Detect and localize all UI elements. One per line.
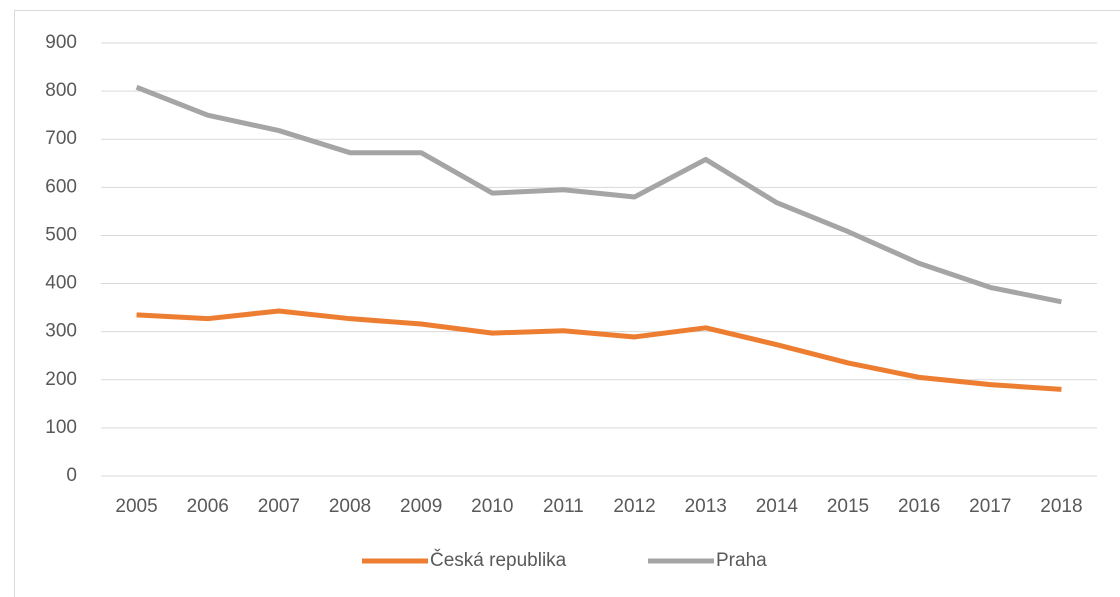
y-tick-label: 900	[45, 32, 77, 53]
chart-border	[14, 10, 1120, 597]
y-tick-label: 300	[45, 321, 77, 342]
y-tick-label: 100	[45, 417, 77, 438]
y-tick-label: 600	[45, 176, 77, 197]
x-tick-label: 2012	[613, 496, 655, 517]
x-tick-label: 2009	[400, 496, 442, 517]
x-tick-label: 2010	[471, 496, 513, 517]
x-tick-label: 2017	[969, 496, 1011, 517]
x-tick-label: 2006	[187, 496, 229, 517]
series-line	[135, 84, 1062, 305]
y-tick-label: 400	[45, 273, 77, 294]
y-tick-label: 700	[45, 128, 77, 149]
y-tick-label: 500	[45, 224, 77, 245]
y-tick-label: 0	[66, 465, 77, 486]
x-tick-label: 2018	[1040, 496, 1082, 517]
x-tick-label: 2014	[756, 496, 799, 517]
x-tick-label: 2007	[258, 496, 300, 517]
x-tick-label: 2015	[827, 496, 869, 517]
x-tick-label: 2011	[543, 496, 584, 517]
x-tick-label: 2013	[685, 496, 727, 517]
y-tick-label: 800	[45, 80, 77, 101]
x-tick-label: 2005	[115, 496, 157, 517]
series-line	[136, 308, 1062, 392]
y-tick-label: 200	[45, 369, 77, 390]
legend-label: Česká republika	[430, 549, 567, 571]
legend-label: Praha	[716, 550, 767, 571]
x-tick-label: 2008	[329, 496, 371, 517]
x-tick-label: 2016	[898, 496, 940, 517]
